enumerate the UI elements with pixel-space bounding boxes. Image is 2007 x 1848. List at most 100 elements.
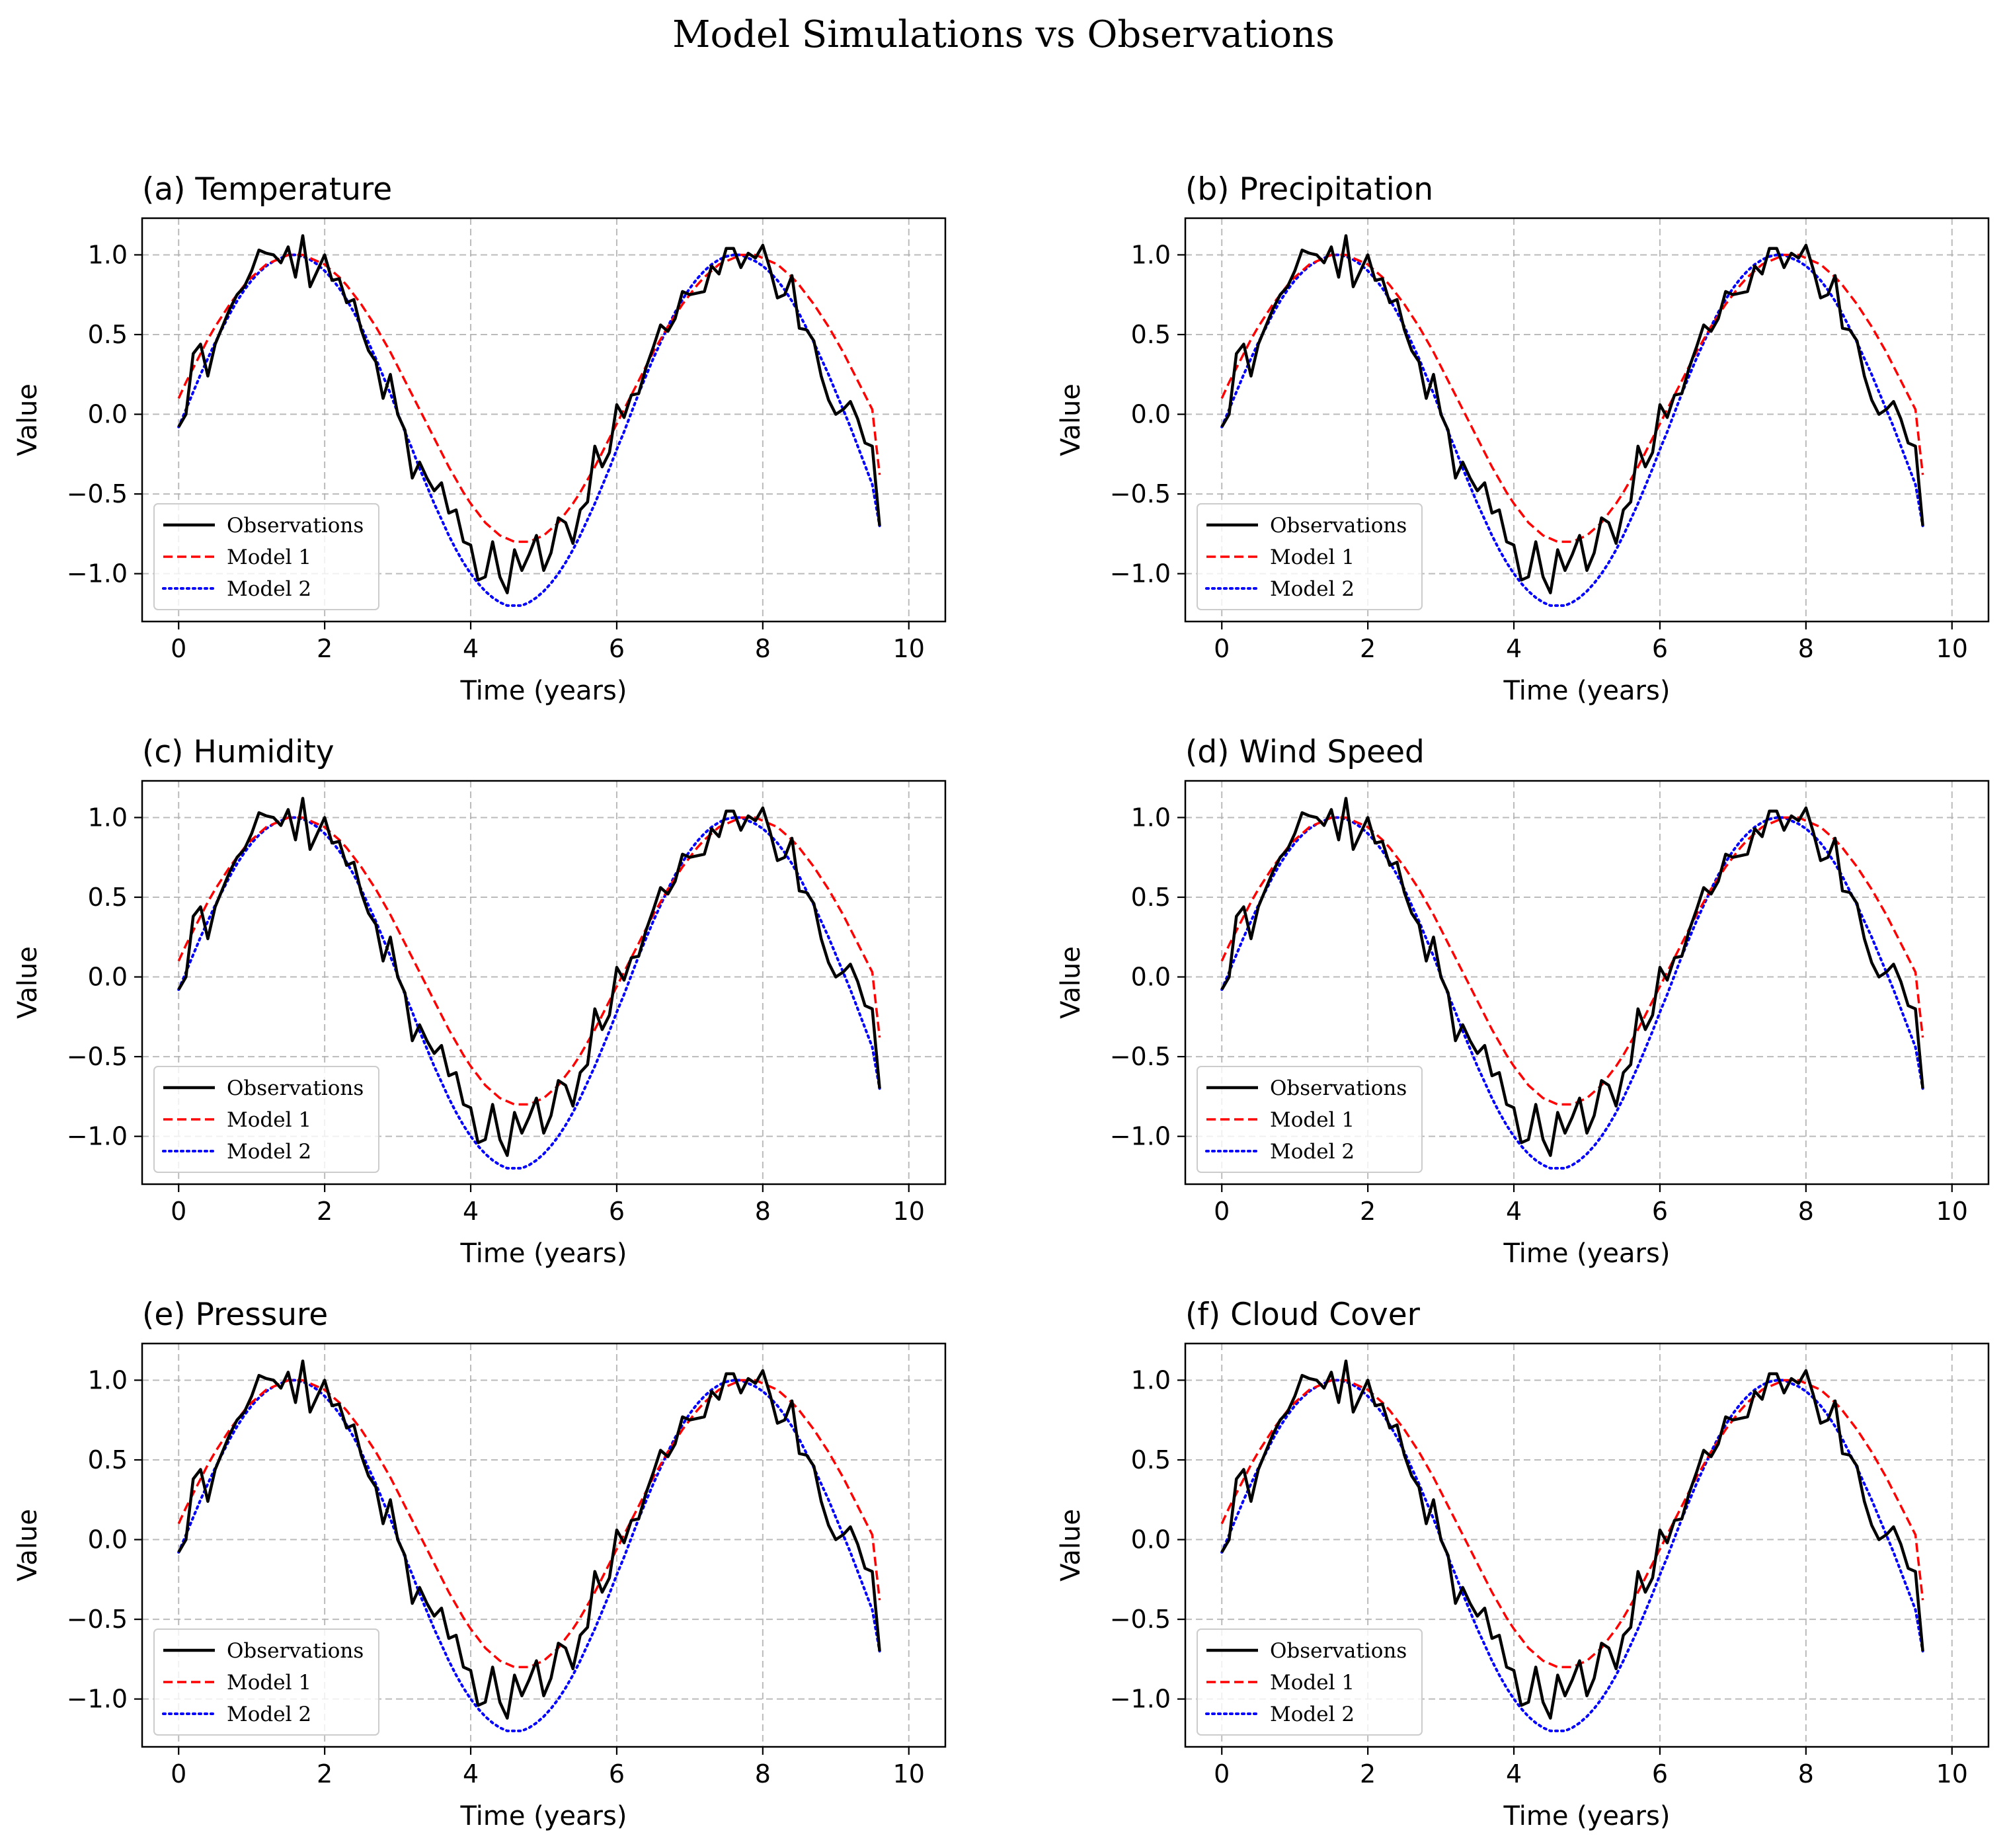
x-tick-label: 6 — [1652, 634, 1668, 663]
x-tick-label: 6 — [609, 1197, 625, 1226]
x-tick-label: 8 — [755, 1759, 771, 1788]
series-line-model2 — [1220, 1379, 1924, 1732]
chart-panel-4: 0 2 4 6 8 10 −1.0 −0.5 0.0 0.5 1.0 (d) Wind Speed Ti… — [1056, 734, 1990, 1269]
x-tick-label: 0 — [1214, 634, 1230, 663]
y-tick-label: −0.5 — [1110, 479, 1171, 508]
legend-label: Model 1 — [1270, 1671, 1355, 1695]
x-tick-label: 8 — [1798, 1759, 1814, 1788]
y-tick-label: −1.0 — [67, 1122, 128, 1151]
panel-title: (a) Temperature — [142, 171, 392, 208]
legend-label: Model 2 — [1270, 1703, 1355, 1726]
legend-box — [153, 1066, 379, 1173]
legend-label: Model 2 — [1270, 1140, 1355, 1164]
series-line-observations — [177, 797, 881, 1157]
series-line-observations — [1220, 234, 1924, 594]
y-tick-label: 0.0 — [1131, 963, 1171, 992]
legend-label: Observations — [227, 514, 364, 538]
x-tick-label: 4 — [1506, 634, 1522, 663]
panel-title: (c) Humidity — [142, 734, 334, 770]
axes-frame — [1184, 217, 1990, 623]
x-tick-label: 10 — [893, 634, 925, 663]
legend-label: Observations — [227, 1639, 364, 1663]
x-tick-label: 0 — [171, 1197, 186, 1226]
legend-box — [1197, 1066, 1423, 1173]
legend-label: Model 1 — [227, 545, 311, 569]
y-tick-label: −1.0 — [67, 1685, 128, 1714]
chart-panel-3: 0 2 4 6 8 10 −1.0 −0.5 0.0 0.5 1.0 (c) Humidity Time… — [13, 734, 947, 1269]
series-line-model1 — [1220, 816, 1924, 1106]
y-tick-label: −1.0 — [1110, 559, 1171, 588]
chart-panel-5: 0 2 4 6 8 10 −1.0 −0.5 0.0 0.5 1.0 (e) Pressure Time… — [13, 1297, 947, 1831]
figure-title: Model Simulations vs Observations — [672, 13, 1335, 56]
x-tick-label: 10 — [893, 1759, 925, 1788]
x-tick-label: 2 — [1360, 634, 1376, 663]
x-axis-label: Time (years) — [1503, 676, 1671, 706]
y-axis-label: Value — [13, 1509, 43, 1582]
x-tick-label: 2 — [317, 634, 333, 663]
y-axis-label: Value — [1056, 946, 1086, 1019]
x-tick-label: 0 — [171, 1759, 186, 1788]
legend: Observations Model 1 Model 2 — [153, 1066, 379, 1173]
y-tick-label: 0.0 — [1131, 1525, 1171, 1554]
x-tick-label: 0 — [1214, 1759, 1230, 1788]
y-axis-label: Value — [1056, 383, 1086, 456]
x-tick-label: 6 — [1652, 1759, 1668, 1788]
y-tick-label: 1.0 — [88, 240, 128, 269]
x-tick-label: 10 — [1936, 634, 1968, 663]
axes-frame — [1184, 780, 1990, 1185]
x-tick-label: 8 — [1798, 634, 1814, 663]
x-tick-label: 2 — [1360, 1197, 1376, 1226]
legend-label: Observations — [1270, 1639, 1407, 1663]
legend-label: Model 2 — [227, 1703, 311, 1726]
y-tick-label: −0.5 — [1110, 1605, 1171, 1634]
x-tick-label: 2 — [317, 1197, 333, 1226]
axes-frame — [141, 1342, 947, 1748]
legend-label: Model 1 — [227, 1671, 311, 1695]
x-tick-label: 10 — [1936, 1759, 1968, 1788]
y-tick-label: 0.5 — [1131, 1445, 1171, 1474]
y-tick-label: 1.0 — [1131, 240, 1171, 269]
legend: Observations Model 1 Model 2 — [153, 503, 379, 610]
x-tick-label: 8 — [755, 1197, 771, 1226]
legend-box — [153, 1628, 379, 1736]
x-tick-label: 6 — [1652, 1197, 1668, 1226]
series-line-model1 — [177, 816, 881, 1106]
y-tick-label: −0.5 — [67, 1605, 128, 1634]
series-line-observations — [177, 234, 881, 594]
y-tick-label: 0.5 — [88, 320, 128, 349]
panel-title: (d) Wind Speed — [1185, 734, 1425, 770]
y-tick-label: 0.5 — [88, 883, 128, 912]
y-tick-label: −0.5 — [1110, 1042, 1171, 1071]
chart-panel-2: 0 2 4 6 8 10 −1.0 −0.5 0.0 0.5 1.0 (b) Precipitatio… — [1056, 171, 1990, 706]
legend-box — [153, 503, 379, 610]
series-line-model2 — [1220, 253, 1924, 607]
x-tick-label: 4 — [463, 1197, 479, 1226]
y-axis-label: Value — [1056, 1509, 1086, 1582]
series-line-model1 — [1220, 1379, 1924, 1669]
legend-label: Model 1 — [227, 1108, 311, 1132]
series-line-observations — [1220, 797, 1924, 1157]
x-tick-label: 10 — [1936, 1197, 1968, 1226]
legend-label: Model 2 — [227, 577, 311, 601]
series-line-model2 — [1220, 816, 1924, 1170]
x-axis-label: Time (years) — [460, 1238, 627, 1269]
legend-label: Model 1 — [1270, 1108, 1355, 1132]
y-tick-label: −0.5 — [67, 1042, 128, 1071]
x-axis-label: Time (years) — [1503, 1238, 1671, 1269]
legend-label: Model 1 — [1270, 545, 1355, 569]
series-line-model2 — [177, 816, 881, 1170]
x-tick-label: 8 — [1798, 1197, 1814, 1226]
x-tick-label: 4 — [1506, 1759, 1522, 1788]
x-tick-label: 8 — [755, 634, 771, 663]
y-tick-label: 0.0 — [88, 1525, 128, 1554]
x-tick-label: 6 — [609, 634, 625, 663]
axes-frame — [141, 217, 947, 623]
x-tick-label: 6 — [609, 1759, 625, 1788]
x-tick-label: 4 — [463, 1759, 479, 1788]
x-axis-label: Time (years) — [460, 676, 627, 706]
x-tick-label: 0 — [171, 634, 186, 663]
y-tick-label: 0.0 — [1131, 400, 1171, 429]
x-tick-label: 4 — [463, 634, 479, 663]
series-line-model1 — [177, 1379, 881, 1669]
panel-title: (f) Cloud Cover — [1185, 1297, 1421, 1333]
